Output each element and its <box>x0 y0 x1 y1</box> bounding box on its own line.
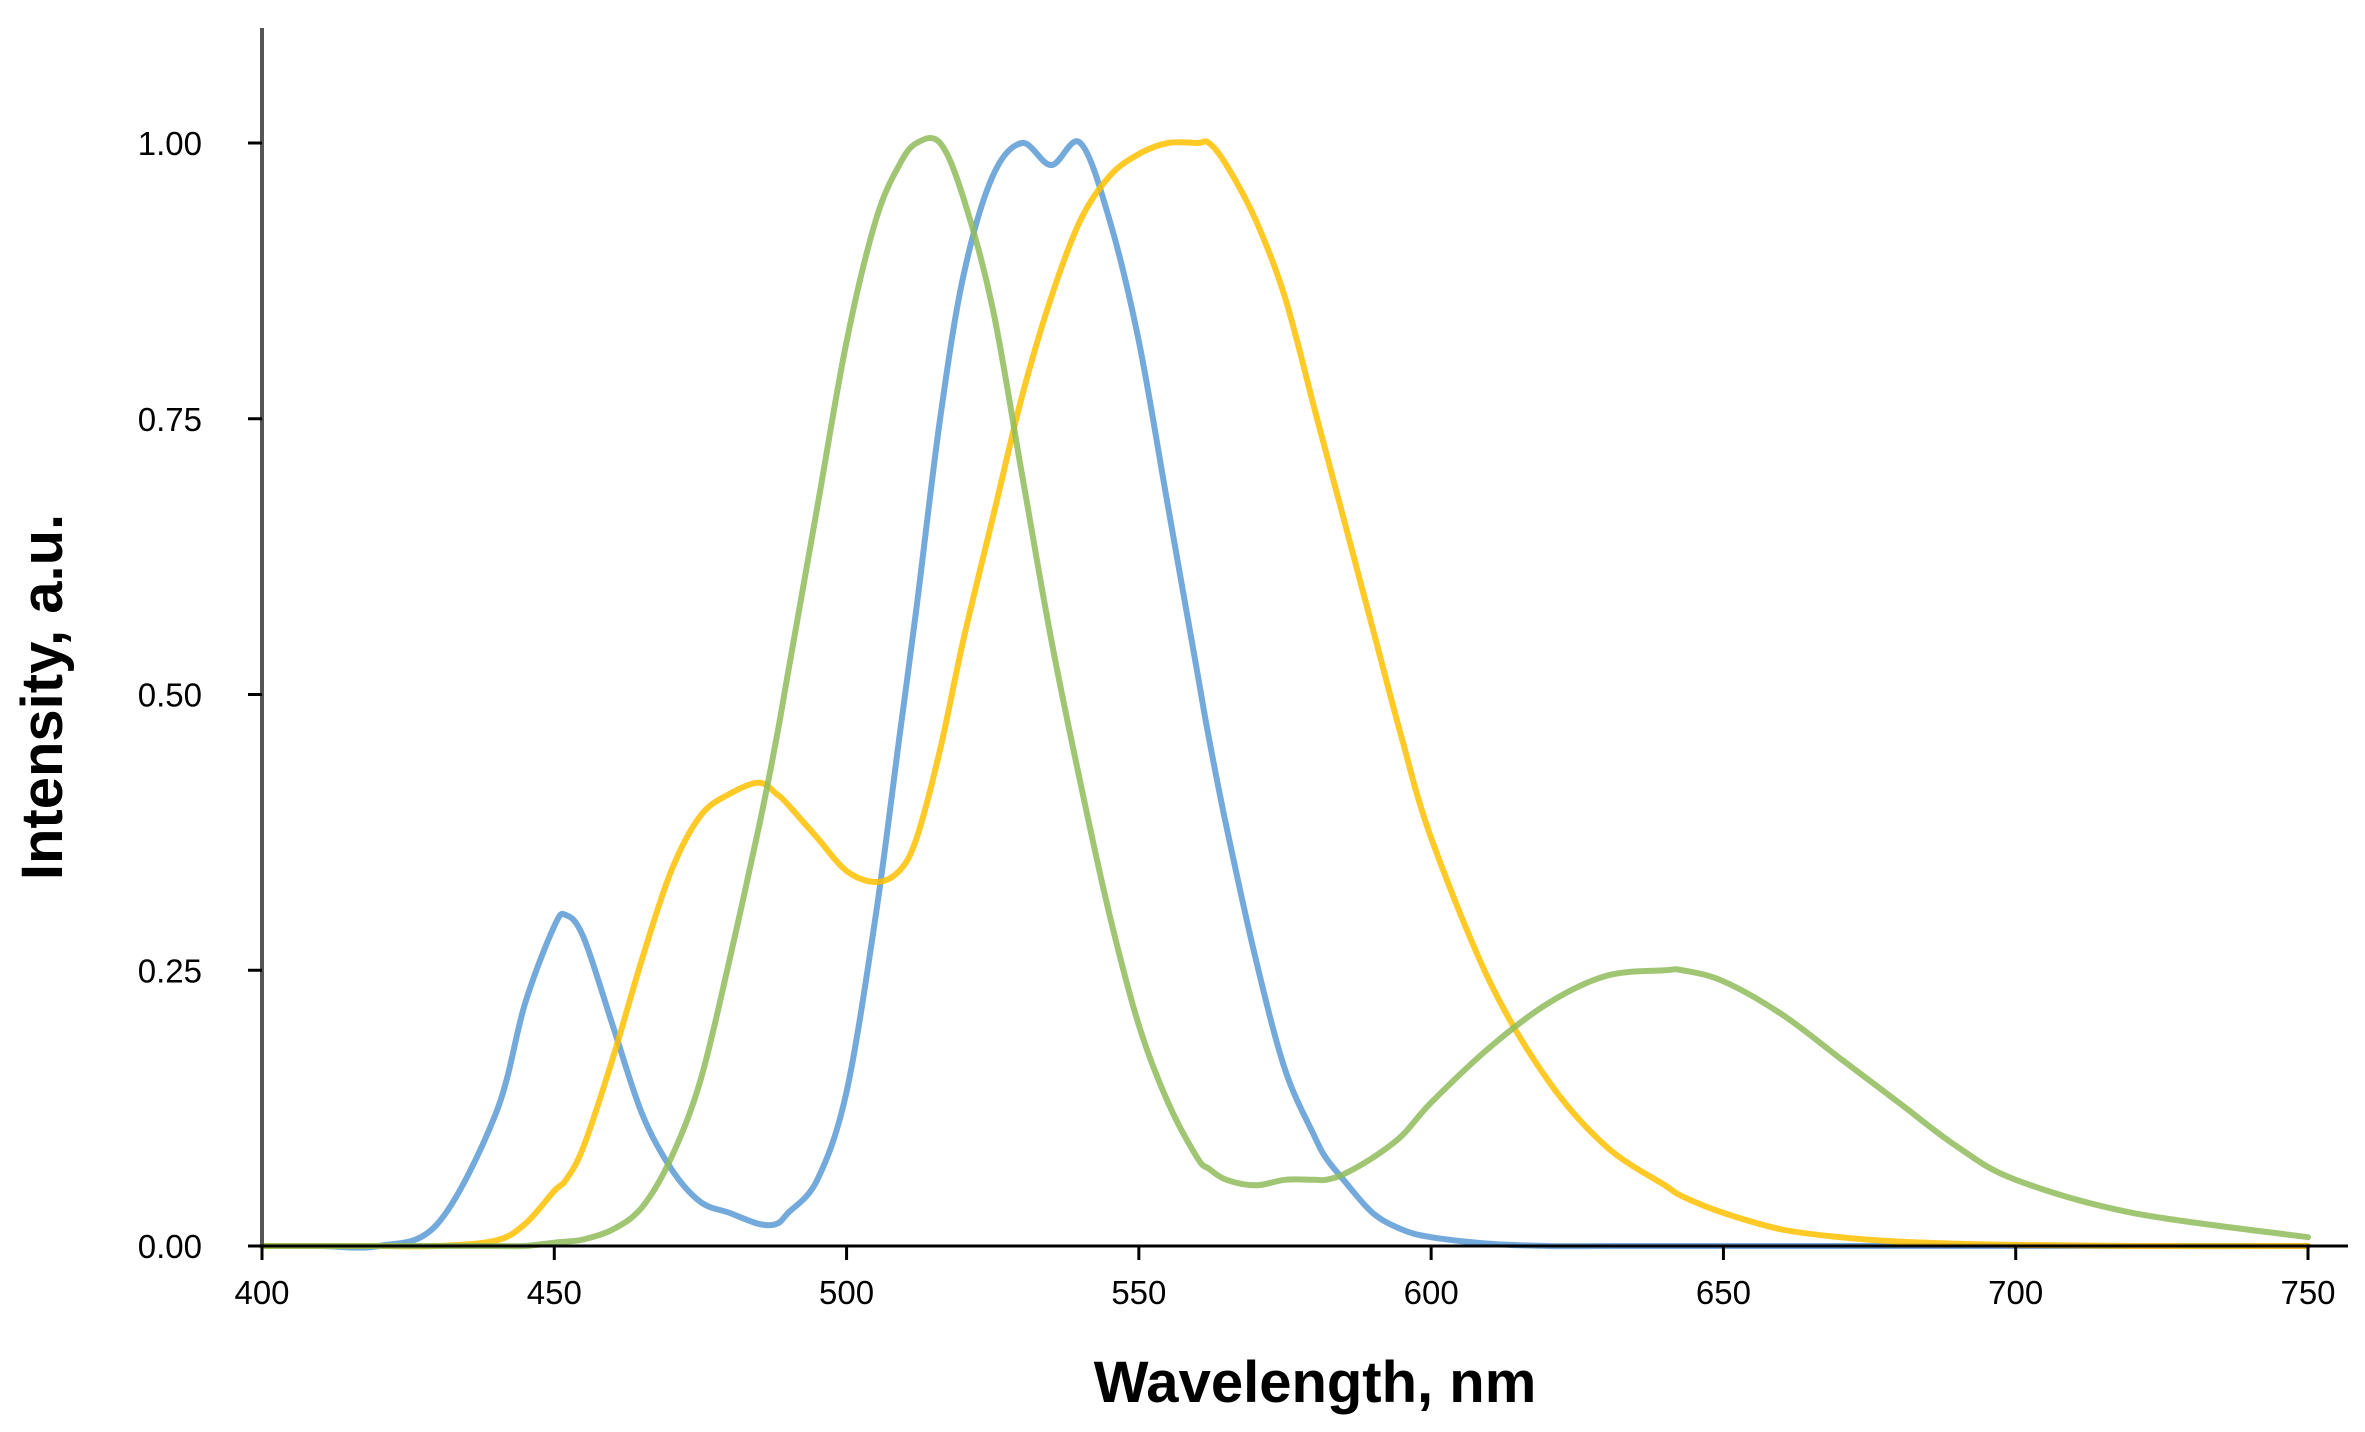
series-layer <box>259 134 2311 1251</box>
x-tick-label: 400 <box>234 1274 289 1311</box>
x-axis-title: Wavelength, nm <box>1094 1350 1537 1415</box>
y-tick-label: 0.25 <box>138 952 202 989</box>
ticks-layer: 400 450 500 550 600 650 700 750 0.00 0.25 0.50 0.75… <box>138 125 2336 1311</box>
series-line-3 <box>259 134 2311 1250</box>
x-tick-label: 500 <box>819 1274 874 1311</box>
y-tick-label: 1.00 <box>138 125 202 162</box>
x-tick-label: 750 <box>2280 1274 2335 1311</box>
y-tick-label: 0.75 <box>138 401 202 438</box>
y-axis-title: Intensity, a.u. <box>10 514 75 880</box>
x-tick-label: 700 <box>1988 1274 2043 1311</box>
y-tick-label: 0.50 <box>138 677 202 714</box>
x-tick-label: 650 <box>1696 1274 1751 1311</box>
series-line-2 <box>259 138 2311 1250</box>
y-tick-label: 0.00 <box>138 1228 202 1265</box>
x-tick-label: 550 <box>1111 1274 1166 1311</box>
x-tick-label: 450 <box>527 1274 582 1311</box>
x-tick-label: 600 <box>1404 1274 1459 1311</box>
